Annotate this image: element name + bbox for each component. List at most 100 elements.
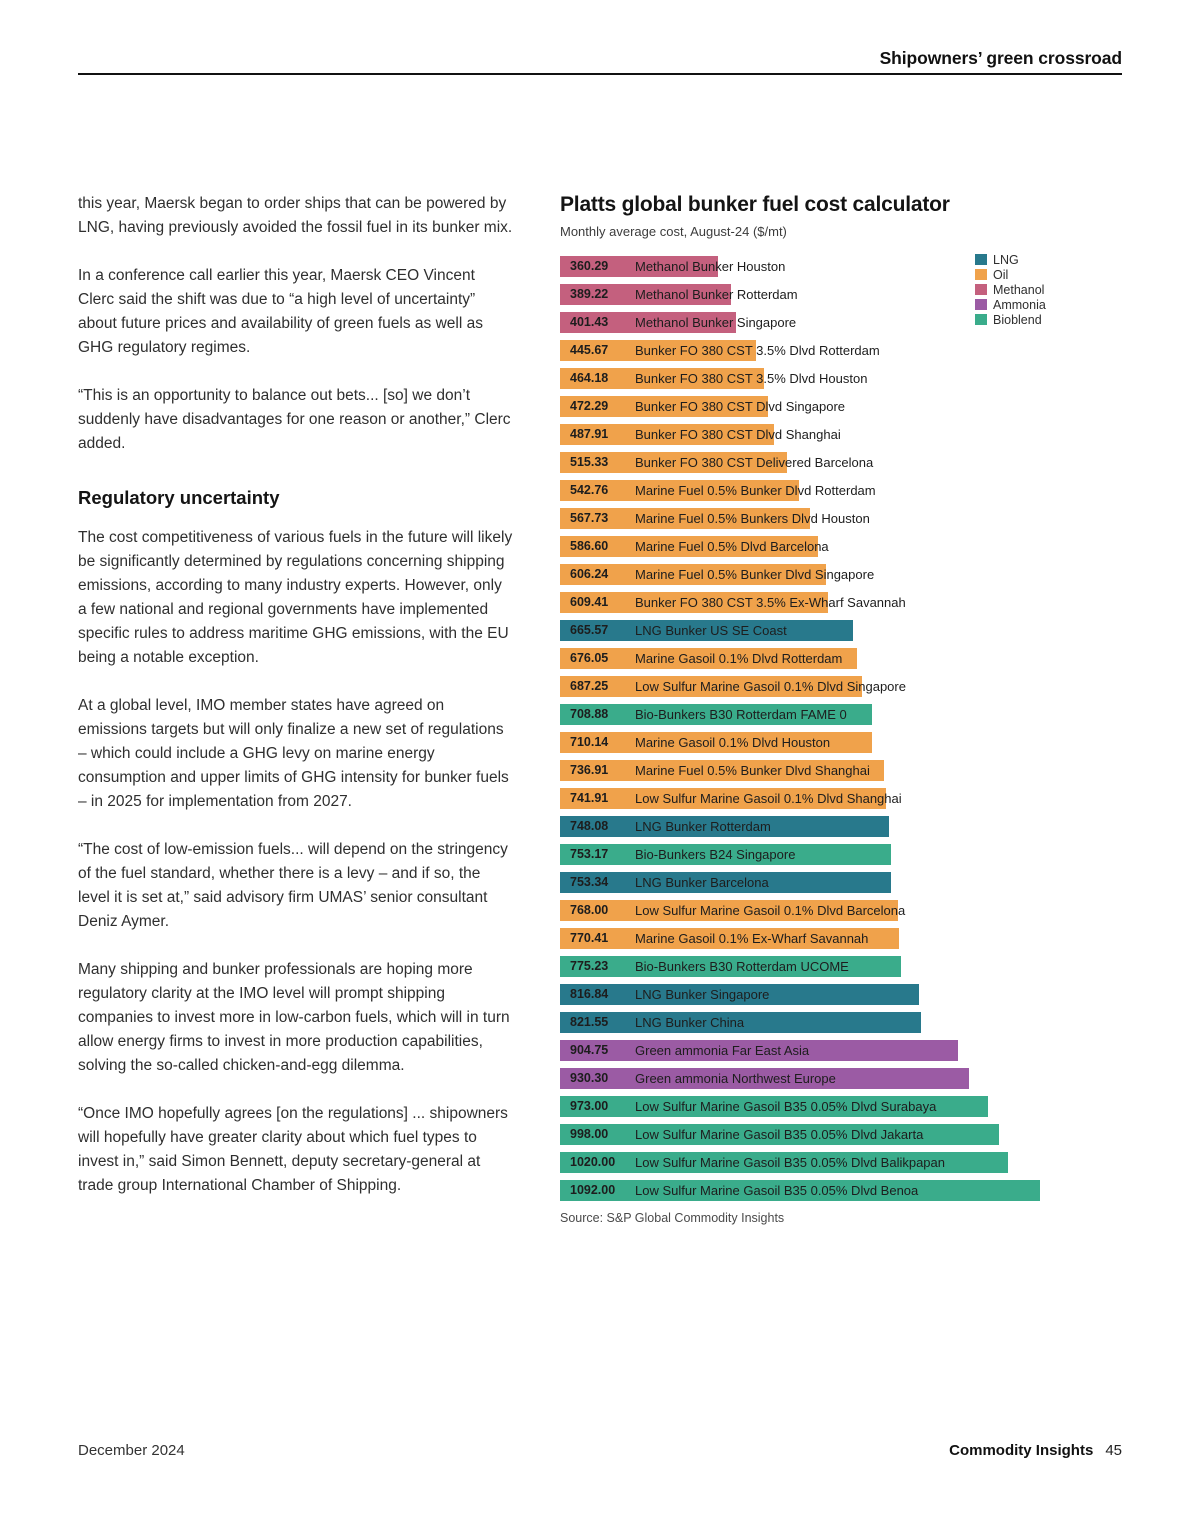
bar-row: 606.24 Marine Fuel 0.5% Bunker Dlvd Singa… — [560, 561, 1122, 589]
bar-value: 998.00 — [570, 1127, 609, 1141]
bar-value: 708.88 — [570, 707, 609, 721]
legend-label: Bioblend — [993, 312, 1042, 327]
bar — [560, 396, 768, 417]
bar-row: 389.22 Methanol Bunker Rotterdam — [560, 281, 1122, 309]
bar-row: 676.05 Marine Gasoil 0.1% Dlvd Rotterdam — [560, 645, 1122, 673]
bar-row: 1092.00 Low Sulfur Marine Gasoil B35 0.05… — [560, 1177, 1122, 1205]
article-paragraph: “This is an opportunity to balance out b… — [78, 387, 511, 452]
bar — [560, 620, 853, 641]
footer-page-number: 45 — [1105, 1442, 1122, 1459]
bar-value: 542.76 — [570, 483, 609, 497]
bar-row: 998.00 Low Sulfur Marine Gasoil B35 0.05%… — [560, 1121, 1122, 1149]
legend-item-ammonia: Ammonia — [975, 297, 1046, 312]
bar — [560, 900, 898, 921]
bar-label: Methanol Bunker Rotterdam — [635, 287, 798, 302]
bar — [560, 648, 857, 669]
chart-source: Source: S&P Global Commodity Insights — [560, 1211, 785, 1225]
bar — [560, 816, 889, 837]
bar-row: 741.91 Low Sulfur Marine Gasoil 0.1% Dlvd… — [560, 785, 1122, 813]
bar-label: Green ammonia Far East Asia — [635, 1043, 810, 1058]
bar-label: Marine Gasoil 0.1% Ex-Wharf Savannah — [635, 931, 869, 946]
bar-value: 687.25 — [570, 679, 609, 693]
bar-row: 401.43 Methanol Bunker Singapore — [560, 309, 1122, 337]
bar-label: Low Sulfur Marine Gasoil B35 0.05% Dlvd … — [635, 1183, 919, 1198]
bar-value: 775.23 — [570, 959, 609, 973]
bar-row: 736.91 Marine Fuel 0.5% Bunker Dlvd Shang… — [560, 757, 1122, 785]
bar-value: 389.22 — [570, 287, 609, 301]
article-paragraph: this year, Maersk began to order ships t… — [78, 195, 513, 236]
legend-swatch-icon — [975, 254, 987, 265]
bar — [560, 704, 872, 725]
bar-row: 930.30 Green ammonia Northwest Europe — [560, 1065, 1122, 1093]
bar — [560, 872, 891, 893]
bar — [560, 424, 774, 445]
footer-right: Commodity Insights 45 — [949, 1442, 1122, 1459]
bar-label: LNG Bunker Barcelona — [635, 875, 769, 890]
chart-legend: LNG Oil Methanol Ammonia Bioblend — [975, 252, 1046, 327]
bar — [560, 592, 828, 613]
bar-row: 609.41 Bunker FO 380 CST 3.5% Ex-Wharf Sa… — [560, 589, 1122, 617]
bar-value: 904.75 — [570, 1043, 609, 1057]
bar-chart: 360.29 Methanol Bunker Houston 389.22 Metha… — [560, 253, 1122, 1205]
bar-label: Low Sulfur Marine Gasoil 0.1% Dlvd Barce… — [635, 903, 906, 918]
bar — [560, 284, 731, 305]
bar-label: Low Sulfur Marine Gasoil B35 0.05% Dlvd … — [635, 1155, 946, 1170]
bar — [560, 256, 718, 277]
bar — [560, 984, 919, 1005]
legend-label: LNG — [993, 252, 1019, 267]
bar-value: 736.91 — [570, 763, 609, 777]
legend-item-lng: LNG — [975, 252, 1046, 267]
bar — [560, 1040, 958, 1061]
footer-date: December 2024 — [78, 1442, 185, 1459]
bar-label: Low Sulfur Marine Gasoil 0.1% Dlvd Singa… — [635, 679, 906, 694]
article-paragraph: At a global level, IMO member states hav… — [78, 697, 509, 810]
legend-label: Ammonia — [993, 297, 1046, 312]
article-paragraph: “Once IMO hopefully agrees [on the regul… — [78, 1105, 508, 1194]
bar-value: 464.18 — [570, 371, 609, 385]
bar — [560, 368, 764, 389]
chart-panel: Platts global bunker fuel cost calculato… — [560, 192, 1122, 1225]
bar-row: 708.88 Bio-Bunkers B30 Rotterdam FAME 0 — [560, 701, 1122, 729]
legend-label: Methanol — [993, 282, 1045, 297]
bar-value: 973.00 — [570, 1099, 609, 1113]
bar-value: 609.41 — [570, 595, 609, 609]
bar-value: 567.73 — [570, 511, 609, 525]
bar-label: LNG Bunker Singapore — [635, 987, 770, 1002]
bar — [560, 760, 884, 781]
bar-row: 1020.00 Low Sulfur Marine Gasoil B35 0.05… — [560, 1149, 1122, 1177]
bar-row: 687.25 Low Sulfur Marine Gasoil 0.1% Dlvd… — [560, 673, 1122, 701]
bar-label: Low Sulfur Marine Gasoil 0.1% Dlvd Shang… — [635, 791, 902, 806]
bar — [560, 1096, 988, 1117]
bar-label: Bio-Bunkers B30 Rotterdam FAME 0 — [635, 707, 847, 722]
bar-label: Bunker FO 380 CST Delivered Barcelona — [635, 455, 874, 470]
legend-item-bioblend: Bioblend — [975, 312, 1046, 327]
bar-label: Low Sulfur Marine Gasoil B35 0.05% Dlvd … — [635, 1099, 937, 1114]
bar — [560, 1012, 921, 1033]
bar-label: Marine Fuel 0.5% Bunker Dlvd Rotterdam — [635, 483, 876, 498]
bar-row: 816.84 LNG Bunker Singapore — [560, 981, 1122, 1009]
bar — [560, 452, 787, 473]
article-paragraph: In a conference call earlier this year, … — [78, 267, 483, 356]
legend-swatch-icon — [975, 269, 987, 280]
bar-row: 472.29 Bunker FO 380 CST Dlvd Singapore — [560, 393, 1122, 421]
bar-row: 665.57 LNG Bunker US SE Coast — [560, 617, 1122, 645]
bar-value: 930.30 — [570, 1071, 609, 1085]
bar-label: Green ammonia Northwest Europe — [635, 1071, 836, 1086]
bar-value: 741.91 — [570, 791, 609, 805]
bar-label: Bunker FO 380 CST 3.5% Dlvd Houston — [635, 371, 868, 386]
bar-value: 753.17 — [570, 847, 609, 861]
bar-label: Marine Fuel 0.5% Dlvd Barcelona — [635, 539, 829, 554]
bar — [560, 312, 736, 333]
bar-row: 487.91 Bunker FO 380 CST Dlvd Shanghai — [560, 421, 1122, 449]
bar-row: 464.18 Bunker FO 380 CST 3.5% Dlvd Housto… — [560, 365, 1122, 393]
bar-label: Marine Gasoil 0.1% Dlvd Rotterdam — [635, 651, 843, 666]
bar-label: Bunker FO 380 CST Dlvd Singapore — [635, 399, 846, 414]
bar-value: 821.55 — [570, 1015, 609, 1029]
bar-label: LNG Bunker US SE Coast — [635, 623, 787, 638]
bar-value: 710.14 — [570, 735, 609, 749]
bar — [560, 676, 862, 697]
bar-row: 748.08 LNG Bunker Rotterdam — [560, 813, 1122, 841]
bar-value: 753.34 — [570, 875, 609, 889]
bar-label: Methanol Bunker Houston — [635, 259, 786, 274]
